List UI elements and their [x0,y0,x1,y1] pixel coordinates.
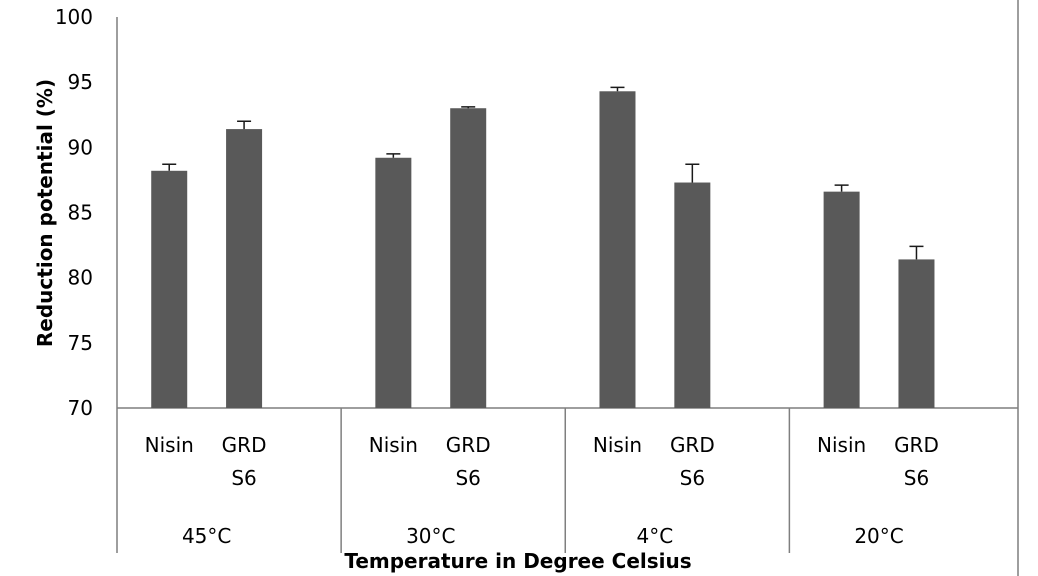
y-tick-label: 80 [68,266,93,290]
bar [151,170,188,408]
bar-label: Nisin [145,433,194,457]
bar [823,191,860,408]
group-label: 4°C [637,524,674,548]
error-bar [685,163,700,183]
bar [375,157,412,408]
bar-label: S6 [904,466,929,490]
bar [226,129,263,408]
bar [674,182,711,408]
error-bar [162,163,177,171]
y-tick-label: 90 [68,135,93,159]
bar [898,259,935,408]
bar-label: Nisin [593,433,642,457]
error-bar [237,120,252,130]
error-bar [386,153,401,158]
bar-label: Nisin [369,433,418,457]
bar-label: S6 [455,466,480,490]
group-label: 30°C [406,524,455,548]
error-bars [162,86,924,260]
error-bar [909,245,924,260]
category-labels: Nisin GRD S6 45°C Nisin GRD S6 30°C Nisin GRD S6 4°… [145,408,939,553]
bar-label: GRD [670,433,715,457]
y-tick-label: 70 [68,396,93,420]
group-label: 20°C [854,524,903,548]
error-bar [610,86,625,92]
group-label: 45°C [182,524,231,548]
x-axis-title: Temperature in Degree Celsius [344,549,691,573]
y-tick-label: 95 [68,70,93,94]
y-tick-labels: 70 75 80 85 90 95 100 [55,5,93,420]
y-axis-title: Reduction potential (%) [33,79,57,347]
error-bar [834,184,849,192]
bars [151,91,935,408]
bar-label: S6 [231,466,256,490]
y-tick-label: 85 [68,201,93,225]
bar [599,91,636,408]
bar [450,108,487,408]
bar-label: GRD [894,433,939,457]
bar-label: GRD [446,433,491,457]
error-bar [461,106,476,109]
bar-label: GRD [222,433,267,457]
bar-label: Nisin [817,433,866,457]
bar-label: S6 [680,466,705,490]
y-tick-label: 75 [68,331,93,355]
y-tick-label: 100 [55,5,93,29]
